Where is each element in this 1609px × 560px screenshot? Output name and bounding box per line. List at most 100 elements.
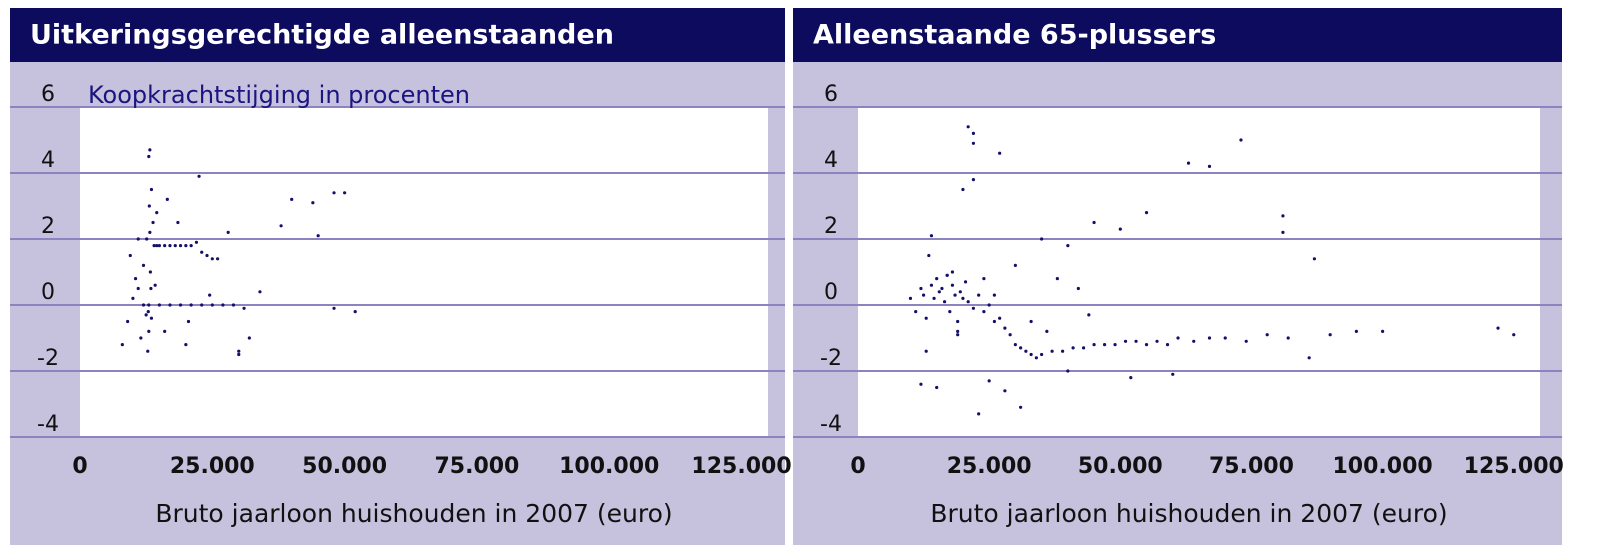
point xyxy=(189,303,193,307)
point xyxy=(332,306,336,310)
point xyxy=(165,197,169,201)
y-tick-label: -4 xyxy=(820,412,842,437)
point xyxy=(1155,339,1159,343)
chart-title: Alleenstaande 65-plussers xyxy=(813,20,1216,51)
point xyxy=(242,306,246,310)
point xyxy=(231,303,236,307)
point xyxy=(153,283,157,287)
point xyxy=(1123,339,1128,343)
point xyxy=(200,250,204,254)
point xyxy=(1055,277,1059,281)
point xyxy=(155,244,159,248)
point xyxy=(210,257,214,261)
point xyxy=(139,336,143,340)
point xyxy=(1165,343,1170,347)
point xyxy=(178,244,183,248)
point xyxy=(921,293,926,297)
point xyxy=(1019,405,1023,409)
point xyxy=(1223,336,1227,340)
y-tick-label: -4 xyxy=(37,412,59,437)
point xyxy=(1071,346,1075,350)
point xyxy=(908,296,913,300)
x-tick-label: 25.000 xyxy=(170,454,255,479)
chart-title: Uitkeringsgerechtigde alleenstaanden xyxy=(30,20,614,51)
point xyxy=(987,379,991,383)
point xyxy=(1029,319,1033,324)
point xyxy=(163,244,167,248)
point xyxy=(1192,339,1196,343)
y-tick-label: 2 xyxy=(824,214,838,239)
point xyxy=(1307,356,1311,360)
point xyxy=(343,191,347,195)
point xyxy=(151,220,155,225)
x-tick-label: 25.000 xyxy=(947,454,1032,479)
point xyxy=(194,240,199,244)
point xyxy=(279,224,283,228)
point xyxy=(942,300,947,304)
point xyxy=(1061,349,1065,353)
point xyxy=(1034,356,1038,360)
x-tick-label: 75.000 xyxy=(434,454,519,479)
point xyxy=(221,303,225,307)
point xyxy=(311,201,315,205)
point xyxy=(1113,343,1117,347)
point xyxy=(935,277,939,281)
point xyxy=(186,319,191,324)
point xyxy=(966,300,970,304)
point xyxy=(178,303,183,307)
point xyxy=(197,174,201,178)
point xyxy=(937,290,941,294)
point xyxy=(1102,343,1107,347)
point xyxy=(1076,286,1080,291)
point xyxy=(1013,343,1017,347)
point xyxy=(1381,329,1385,333)
point xyxy=(945,273,949,277)
y-tick-label: 4 xyxy=(41,148,55,173)
point xyxy=(963,280,968,284)
point xyxy=(1286,336,1290,340)
point xyxy=(998,316,1002,320)
point xyxy=(914,310,918,314)
point xyxy=(929,283,934,287)
point xyxy=(1118,227,1122,231)
point xyxy=(958,290,962,294)
point xyxy=(948,310,952,314)
point xyxy=(1092,220,1096,225)
point xyxy=(168,303,172,307)
point xyxy=(155,211,159,215)
point xyxy=(210,303,214,307)
point xyxy=(184,343,188,347)
y-tick-label: 0 xyxy=(824,280,838,305)
point xyxy=(136,237,140,241)
point xyxy=(1512,333,1516,337)
point xyxy=(157,303,161,307)
point xyxy=(148,270,152,274)
point xyxy=(1040,352,1044,357)
point xyxy=(133,277,138,281)
point xyxy=(1092,343,1096,347)
plot-area xyxy=(858,107,1540,437)
point xyxy=(1024,349,1028,353)
point xyxy=(1186,161,1191,165)
point xyxy=(147,204,151,208)
point xyxy=(932,296,936,300)
point xyxy=(1312,257,1317,261)
point xyxy=(1040,237,1044,241)
point xyxy=(1265,333,1269,337)
x-tick-label: 100.000 xyxy=(559,454,659,479)
y-tick-label: 2 xyxy=(41,214,55,239)
point xyxy=(163,329,167,333)
point xyxy=(961,187,965,192)
y-tick-label: 6 xyxy=(41,82,55,107)
point xyxy=(148,230,152,234)
point xyxy=(1281,230,1285,234)
point xyxy=(1176,336,1180,340)
point xyxy=(353,310,357,314)
point xyxy=(1066,369,1070,373)
point xyxy=(935,385,939,390)
point xyxy=(247,336,251,340)
point xyxy=(950,283,955,287)
x-tick-label: 0 xyxy=(72,454,87,479)
y-tick-label: -2 xyxy=(820,346,842,371)
